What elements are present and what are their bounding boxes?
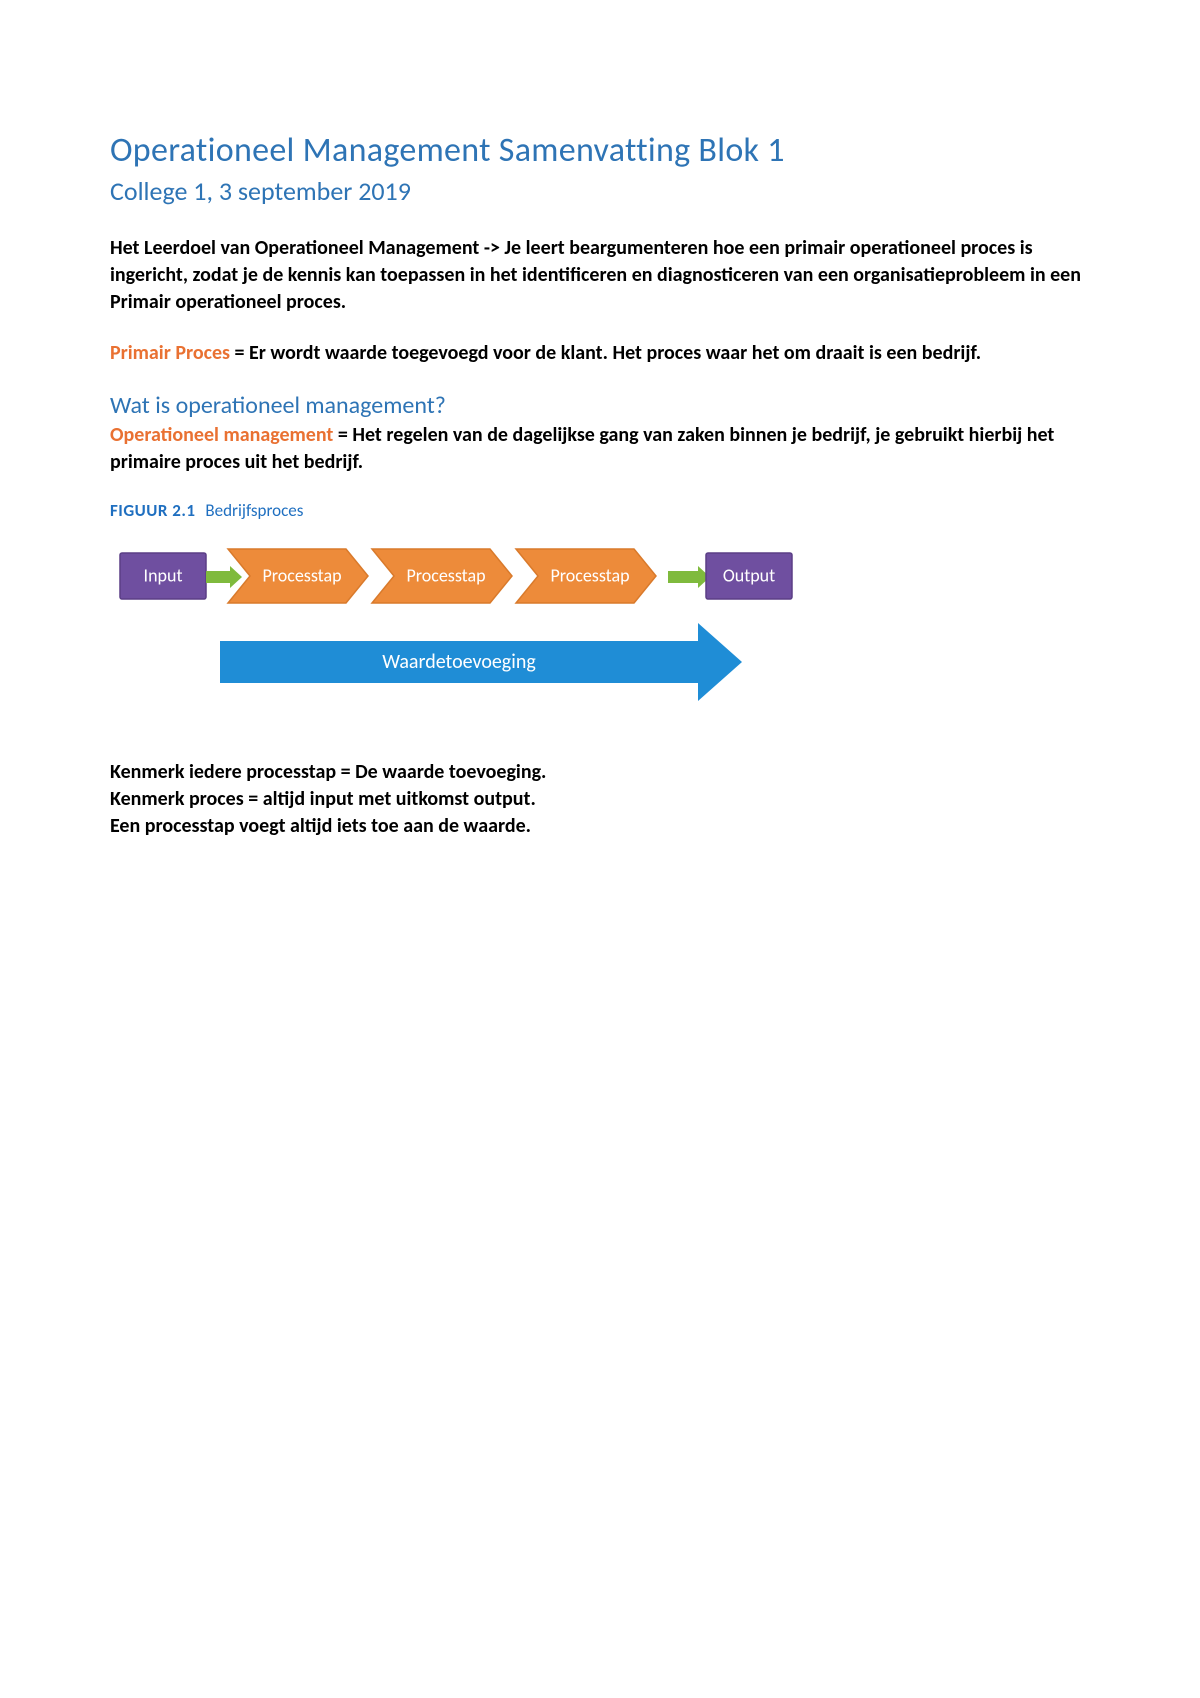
node-input: Input [120,553,206,599]
arrow-step3-to-output [668,566,710,588]
kenmerk-line-3: Een processtap voegt altijd iets toe aan… [110,813,1090,840]
opman-definition: Operationeel management = Het regelen va… [110,422,1090,476]
svg-text:Input: Input [144,564,183,586]
intro-paragraph: Het Leerdoel van Operationeel Management… [110,235,1090,316]
figure-title: Bedrijfsproces [205,500,303,521]
primair-definition: Primair Proces = Er wordt waarde toegevo… [110,340,1090,367]
figure-caption: FIGUUR 2.1 Bedrijfsproces [110,500,1090,521]
svg-text:Output: Output [723,564,775,586]
svg-text:Processtap: Processtap [406,564,485,586]
section-heading-opman: Wat is operationeel management? [110,391,1090,420]
figure-bedrijfsproces: Input Processtap Processtap Processtap O… [110,541,870,741]
node-processtap-2: Processtap [372,549,512,603]
figure-label: FIGUUR 2.1 [110,500,196,521]
node-output: Output [706,553,792,599]
svg-text:Processtap: Processtap [262,564,341,586]
svg-text:Waardetoevoeging: Waardetoevoeging [382,650,536,674]
svg-text:Processtap: Processtap [550,564,629,586]
document-page: Operationeel Management Samenvatting Blo… [0,0,1200,1698]
kenmerk-line-1: Kenmerk iedere processtap = De waarde to… [110,759,1090,786]
node-processtap-1: Processtap [228,549,368,603]
kenmerk-line-2: Kenmerk proces = altijd input met uitkom… [110,786,1090,813]
page-title: Operationeel Management Samenvatting Blo… [110,130,1090,171]
page-subtitle: College 1, 3 september 2019 [110,175,1090,207]
primair-definition-text: = Er wordt waarde toegevoegd voor de kla… [230,341,981,365]
value-band-arrow: Waardetoevoeging [220,623,742,701]
term-operationeel-management: Operationeel management [110,423,333,447]
term-primair-proces: Primair Proces [110,341,230,365]
node-processtap-3: Processtap [516,549,656,603]
arrow-input-to-step1 [206,566,242,588]
